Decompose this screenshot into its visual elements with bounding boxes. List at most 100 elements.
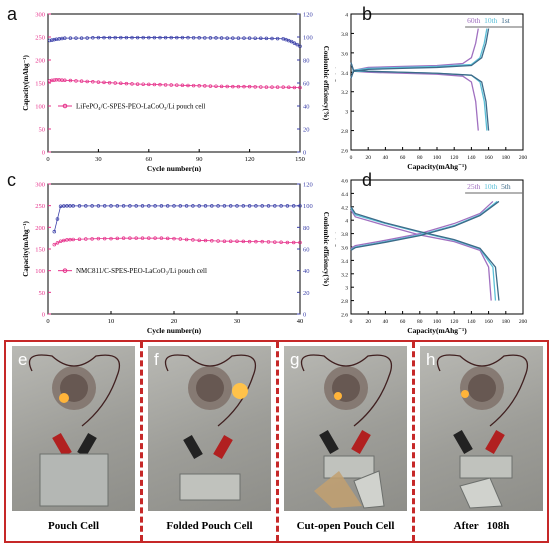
efficiency-point — [107, 35, 112, 40]
efficiency-point — [222, 204, 227, 208]
x-tick-label: 140 — [467, 319, 476, 325]
efficiency-point — [47, 38, 52, 43]
voltage-curve-5th-discharge — [350, 206, 500, 301]
capacity-point — [291, 240, 296, 245]
photo-divider — [140, 342, 143, 541]
efficiency-point — [241, 204, 246, 208]
chart-c: 0 10 20 30 400501001502002503000204060801001… — [22, 182, 330, 336]
photo-divider — [276, 342, 279, 541]
efficiency-point — [96, 35, 101, 40]
y2-tick-label: 120 — [303, 182, 313, 189]
x-tick-label: 80 — [417, 155, 423, 161]
y-axis-label: Voltage(V) — [335, 65, 336, 98]
x-tick-label: 20 — [171, 318, 178, 325]
cycle-annotation: 1st — [501, 16, 511, 25]
capacity-point — [264, 85, 269, 89]
x-tick-label: 160 — [484, 155, 493, 161]
y2-tick-label: 60 — [303, 247, 310, 254]
y-tick-label: 250 — [35, 35, 45, 42]
capacity-point — [216, 239, 220, 243]
efficiency-point — [124, 35, 129, 40]
capacity-point — [225, 84, 229, 89]
y2-axis-label: Coulombic efficiency(%) — [322, 212, 330, 287]
cycle-annotation: 10th — [484, 182, 498, 191]
capacity-point — [163, 83, 168, 87]
efficiency-point — [58, 204, 63, 208]
y-tick-label: 3.6 — [341, 246, 348, 252]
photo-divider — [412, 342, 415, 541]
capacity-point — [124, 81, 129, 86]
efficiency-point — [141, 35, 145, 40]
x-tick-label: 30 — [95, 156, 102, 163]
capacity-point — [214, 84, 218, 88]
efficiency-point — [128, 204, 132, 208]
y2-tick-label: 100 — [303, 203, 313, 210]
y2-tick-label: 20 — [303, 127, 310, 134]
photo-folded-pouch-cell-illustration — [164, 354, 257, 501]
efficiency-point — [208, 36, 213, 40]
chart-d: 0 20 40 60 80 100 120 140 160 180 200 2.6 2.8 3 3.2 3.4… — [335, 179, 528, 336]
y-tick-label: 0 — [42, 312, 45, 319]
capacity-point — [298, 240, 302, 245]
efficiency-point — [175, 35, 179, 40]
efficiency-point — [147, 204, 151, 208]
capacity-point — [159, 236, 164, 240]
plot-frame — [350, 179, 524, 315]
y2-tick-label: 20 — [303, 290, 310, 297]
y2-tick-label: 120 — [303, 12, 313, 19]
capacity-point — [55, 241, 60, 245]
photo-after-108h-illustration — [436, 354, 529, 509]
efficiency-point — [169, 35, 173, 40]
y2-tick-label: 60 — [303, 81, 310, 88]
efficiency-point — [191, 35, 196, 40]
y-tick-label: 300 — [35, 12, 45, 19]
efficiency-point — [298, 204, 302, 208]
capacity-point — [191, 238, 195, 242]
efficiency-point — [292, 41, 297, 45]
capacity-point — [113, 81, 117, 85]
y-tick-label: 3.6 — [341, 51, 348, 57]
capacity-point — [102, 236, 107, 241]
photo-pouch-cell-illustration — [28, 354, 121, 507]
x-tick-label: 40 — [383, 155, 389, 161]
y-tick-label: 150 — [35, 81, 45, 88]
voltage-curve-25th-discharge — [350, 209, 492, 301]
x-tick-label: 80 — [417, 319, 423, 325]
capacity-point — [169, 83, 173, 87]
capacity-point — [231, 84, 235, 89]
efficiency-point — [71, 204, 75, 208]
efficiency-point — [102, 204, 107, 208]
capacity-point — [298, 85, 302, 90]
y2-tick-label: 0 — [303, 312, 306, 319]
x-axis-label: Capacity(mAhg⁻¹) — [407, 326, 467, 335]
legend-marker — [62, 103, 68, 109]
legend-label: LiFePO₄/C-SPES-PEO-LaCoO₃/Li pouch cell — [76, 103, 205, 111]
capacity-point — [241, 239, 246, 244]
capacity-point — [175, 83, 179, 87]
capacity-point — [210, 239, 214, 243]
capacity-point — [260, 239, 264, 244]
capacity-point — [281, 85, 285, 89]
efficiency-point — [158, 35, 162, 40]
x-tick-label: 90 — [196, 156, 203, 163]
y-tick-label: 150 — [35, 247, 45, 254]
plot-frame — [350, 13, 524, 151]
photo-after-108h: h — [420, 346, 543, 511]
voltage-curve-10th-discharge — [350, 207, 497, 301]
capacity-point — [247, 239, 252, 244]
capacity-point — [52, 78, 56, 82]
x-tick-label: 200 — [519, 319, 528, 325]
capacity-point — [58, 239, 63, 243]
capacity-point — [128, 236, 132, 240]
efficiency-point — [270, 36, 274, 41]
capacity-point — [79, 79, 84, 83]
x-tick-label: 30 — [234, 318, 241, 325]
capacity-point — [90, 237, 94, 241]
capacity-point — [107, 80, 112, 85]
efficiency-point — [50, 38, 54, 42]
capacity-point — [68, 237, 72, 242]
x-tick-label: 200 — [519, 155, 528, 161]
capacity-point — [119, 81, 123, 86]
voltage-curve-1st-discharge — [350, 62, 490, 131]
efficiency-point — [191, 204, 195, 208]
